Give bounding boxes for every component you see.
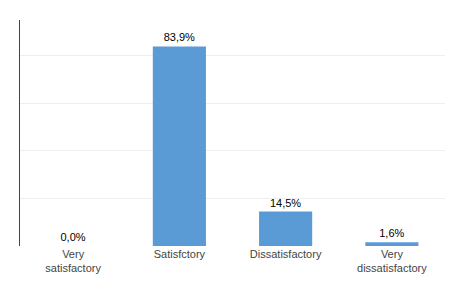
svg-text:1,6%: 1,6% [379,227,404,239]
svg-text:Satisfctory: Satisfctory [154,248,206,260]
svg-text:Verysatisfactory: Verysatisfactory [45,248,101,274]
svg-text:0,0%: 0,0% [60,231,85,243]
svg-text:14,5%: 14,5% [270,197,301,209]
svg-text:Dissatisfactory: Dissatisfactory [250,248,322,260]
svg-text:Verydissatisfactory: Verydissatisfactory [357,248,427,274]
svg-text:83,9%: 83,9% [164,31,195,43]
